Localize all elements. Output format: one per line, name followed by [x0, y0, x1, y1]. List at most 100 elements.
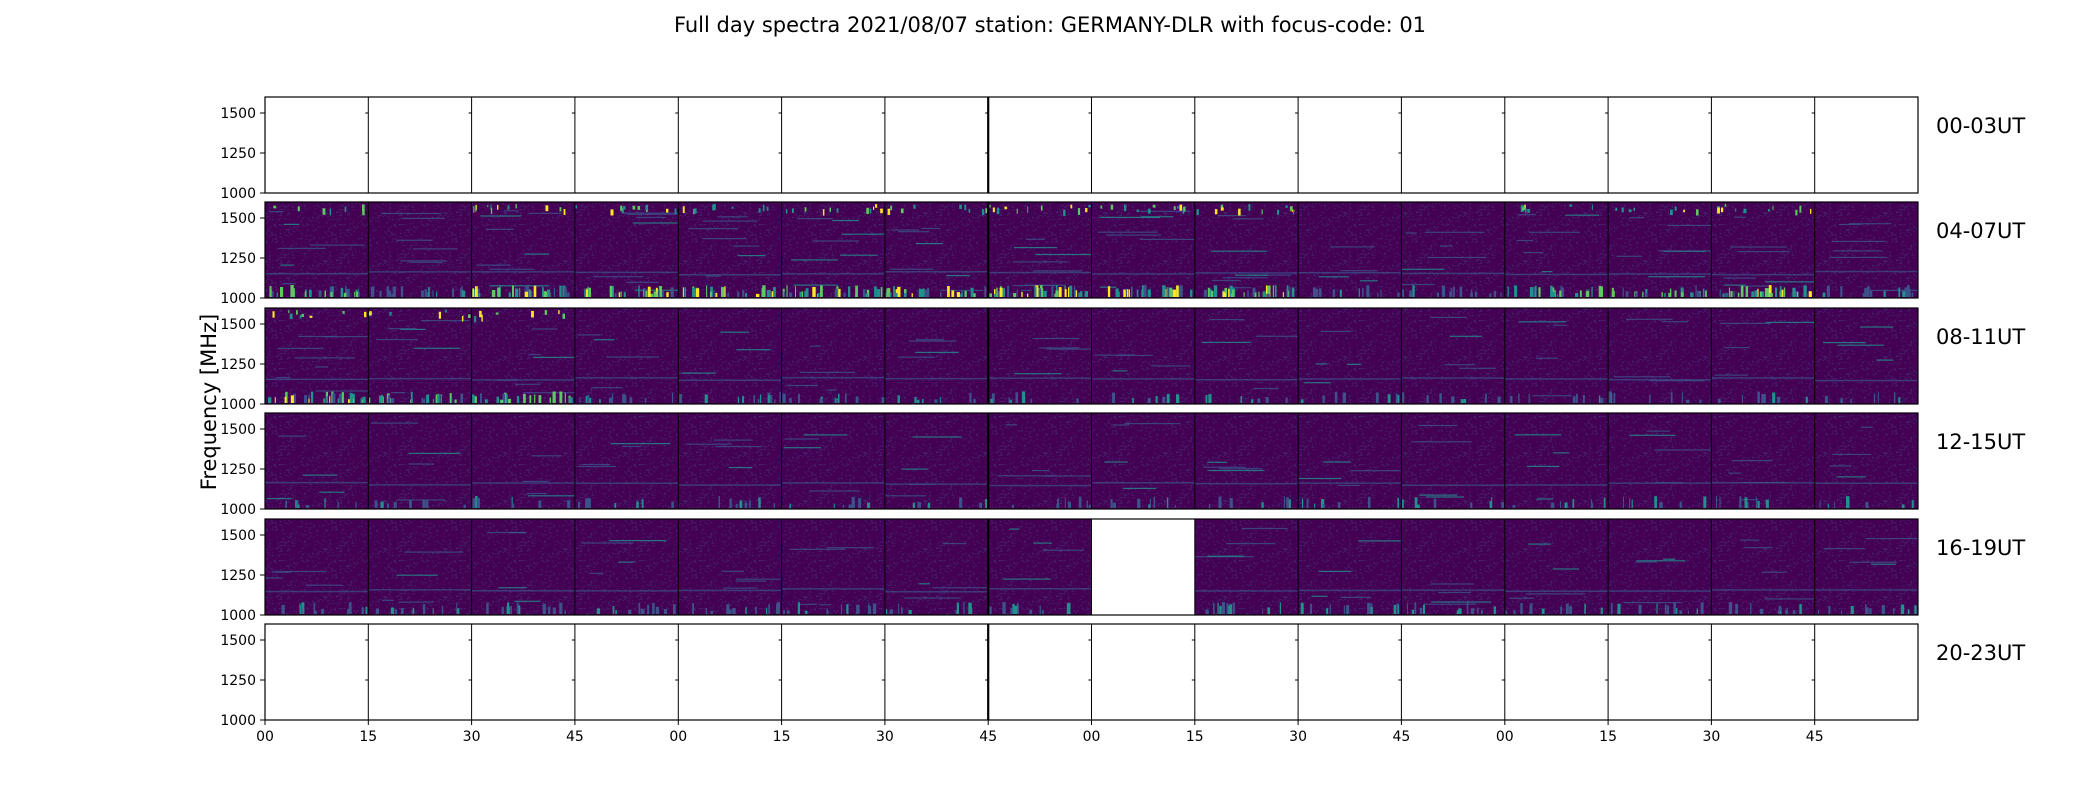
spectrum-segment [265, 202, 369, 298]
y-tick-label: 1500 [220, 528, 256, 544]
y-tick-label: 1500 [220, 633, 256, 649]
y-tick-label: 1000 [220, 713, 256, 729]
spectrum-segment [265, 308, 369, 404]
spectrum-segment [368, 413, 472, 509]
spectrum-segment [678, 413, 782, 509]
spectra-row: 1000 1250 1500 12-15UT [220, 412, 2025, 518]
spectra-row: 1000 1250 1500 16-19UT [220, 518, 2025, 624]
spectrum-segment [884, 308, 989, 404]
x-tick-label: 15 [773, 729, 791, 745]
spectrum-segment [1091, 97, 1195, 193]
spectrum-segment [471, 97, 575, 193]
spectrum-segment [781, 413, 885, 509]
spectrum-segment [1194, 624, 1299, 720]
spectrum-segment [1814, 624, 1918, 720]
y-tick-label: 1500 [220, 106, 256, 122]
spectra-row: 1000 1250 1500 08-11UT [220, 307, 2025, 413]
spectrum-segment [368, 308, 472, 404]
row-label: 04-07UT [1936, 219, 2025, 243]
spectrum-segment [884, 413, 989, 509]
spectrum-segment [884, 202, 989, 298]
spectrum-segment [678, 519, 782, 615]
x-tick-label: 45 [1806, 729, 1824, 745]
spectrum-segment [265, 519, 369, 615]
spectrum-segment [988, 202, 1092, 298]
spectrum-segment [1608, 519, 1712, 615]
spectrum-segment [988, 519, 1092, 615]
x-tick-label: 45 [1392, 729, 1410, 745]
spectrum-segment [1401, 97, 1505, 193]
spectrum-segment [1711, 308, 1815, 404]
spectrum-segment [1711, 519, 1815, 615]
spectrum-segment [1194, 308, 1299, 404]
spectrum-segment [265, 413, 369, 509]
x-tick-label: 00 [1496, 729, 1514, 745]
spectrum-segment [781, 97, 885, 193]
spectrum-segment [988, 97, 1092, 193]
y-tick-label: 1000 [220, 397, 256, 413]
spectrum-segment [781, 308, 885, 404]
spectrum-segment [368, 519, 472, 615]
row-frame [264, 96, 1919, 194]
spectrum-segment [574, 624, 679, 720]
y-tick-label: 1500 [220, 422, 256, 438]
spectrum-segment [781, 624, 885, 720]
y-tick-label: 1250 [220, 251, 256, 267]
spectrum-segment [678, 624, 782, 720]
spectrum-segment [471, 413, 575, 509]
spectrum-segment [471, 308, 575, 404]
x-tick-label: 45 [979, 729, 997, 745]
y-tick-label: 1250 [220, 462, 256, 478]
spectrum-segment [1194, 519, 1299, 615]
spectrum-segment [1608, 624, 1712, 720]
spectrum-segment [1814, 519, 1918, 615]
spectrum-segment [1504, 413, 1609, 509]
x-tick-label: 30 [463, 729, 481, 745]
spectrum-segment [1814, 97, 1918, 193]
spectrum-segment [471, 202, 575, 298]
spectrum-segment [781, 202, 885, 298]
spectrum-segment [1814, 202, 1918, 298]
spectrum-segment [1194, 413, 1299, 509]
spectrum-segment [1091, 308, 1195, 404]
chart-title: Full day spectra 2021/08/07 station: GER… [674, 13, 1426, 37]
y-tick-label: 1000 [220, 186, 256, 202]
row-label: 08-11UT [1936, 325, 2025, 349]
spectrum-segment [781, 519, 885, 615]
spectrum-segment [1608, 413, 1712, 509]
spectrum-segment [1298, 308, 1402, 404]
spectra-row: 1000 1250 1500 00-03UT [220, 96, 2025, 202]
spectrum-segment [1504, 519, 1609, 615]
row-frame [264, 201, 1919, 299]
spectrum-segment [1504, 624, 1609, 720]
spectrum-segment [1091, 202, 1195, 298]
x-tick-label: 30 [1702, 729, 1720, 745]
x-tick-label: 45 [566, 729, 584, 745]
row-label: 16-19UT [1936, 536, 2025, 560]
spectrum-segment [1608, 202, 1712, 298]
spectrum-segment [1298, 624, 1402, 720]
spectrum-segment [1298, 519, 1402, 615]
spectrum-segment [1608, 97, 1712, 193]
spectrum-segment [678, 308, 782, 404]
x-tick-label: 00 [1083, 729, 1101, 745]
spectrum-segment [265, 97, 369, 193]
x-tick-label: 15 [359, 729, 377, 745]
spectrum-segment [1401, 308, 1505, 404]
y-tick-label: 1250 [220, 673, 256, 689]
spectrum-segment [1401, 624, 1505, 720]
row-label: 12-15UT [1936, 430, 2025, 454]
spectrum-segment [678, 202, 782, 298]
row-frame [264, 307, 1919, 405]
y-tick-label: 1000 [220, 291, 256, 307]
spectrum-segment [1711, 97, 1815, 193]
spectrum-segment [1814, 308, 1918, 404]
spectrum-segment [1401, 519, 1505, 615]
spectrum-segment [1194, 202, 1299, 298]
spectrum-segment [884, 97, 989, 193]
spectrum-segment [1298, 202, 1402, 298]
spectrum-segment [1401, 413, 1505, 509]
spectrum-segment [1298, 413, 1402, 509]
